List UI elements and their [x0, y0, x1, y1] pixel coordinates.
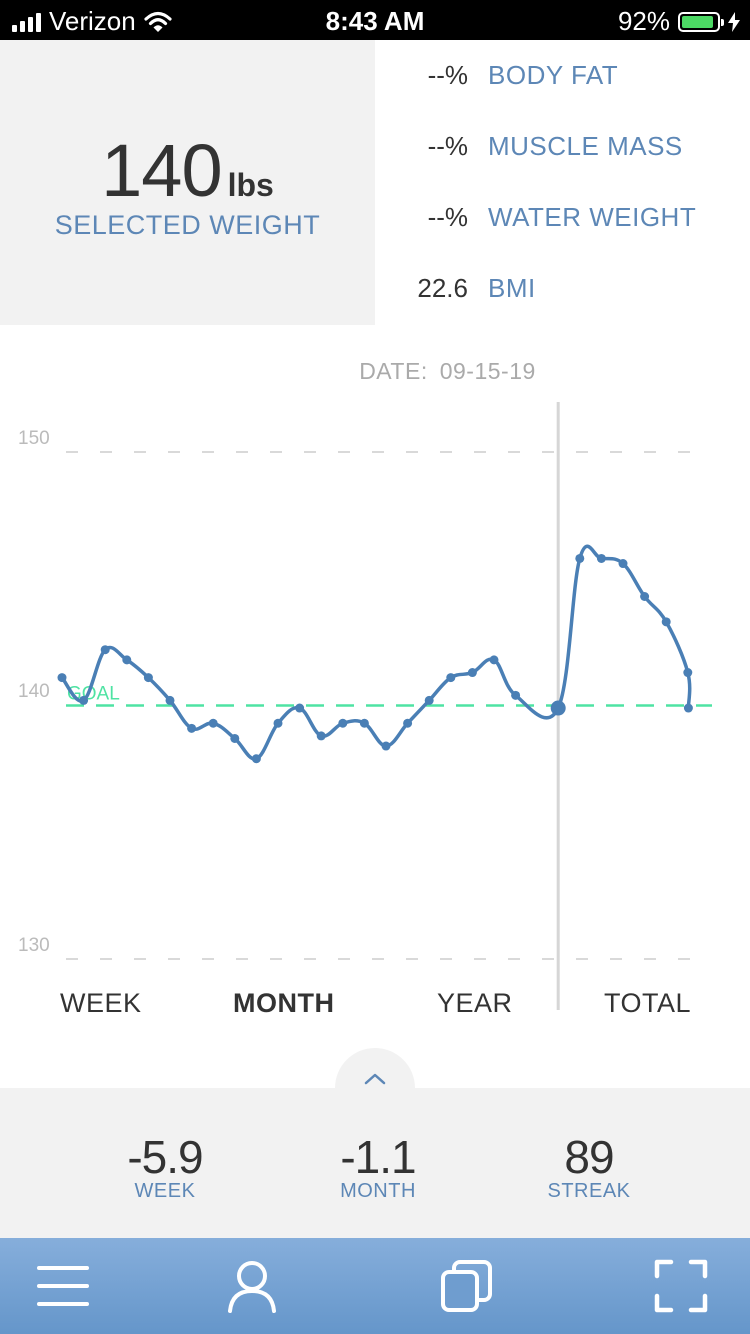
battery-fill	[682, 15, 714, 28]
data-point	[122, 655, 132, 665]
data-point	[683, 703, 693, 713]
data-point	[79, 695, 89, 705]
stat-week: -5.9 WEEK	[55, 1130, 275, 1203]
selected-point	[550, 700, 566, 716]
body-metrics: --% BODY FAT --% MUSCLE MASS --% WATER W…	[375, 40, 750, 325]
data-point	[511, 690, 521, 700]
status-right: 92%	[618, 6, 740, 37]
date-label: DATE:	[359, 358, 428, 384]
charging-icon	[728, 11, 740, 32]
data-point	[381, 741, 391, 751]
metric-value: --%	[427, 60, 468, 90]
stat-label: MONTH	[340, 1180, 416, 1202]
fullscreen-icon[interactable]	[653, 1258, 709, 1314]
metric-label: MUSCLE MASS	[488, 131, 683, 161]
chevron-up-icon	[364, 1073, 386, 1085]
weight-unit: lbs	[227, 167, 274, 203]
stat-label: WEEK	[134, 1180, 196, 1202]
metric-value: 22.6	[417, 273, 468, 303]
range-total[interactable]: TOTAL	[604, 988, 692, 1018]
y-tick-140: 140	[18, 681, 50, 702]
stat-value: 89	[564, 1131, 614, 1183]
range-year[interactable]: YEAR	[437, 988, 513, 1018]
copy-icon[interactable]	[438, 1258, 494, 1314]
stat-value: -1.1	[340, 1131, 416, 1183]
goal-label: GOAL	[67, 684, 120, 705]
data-point	[230, 733, 240, 743]
stat-value: -5.9	[127, 1131, 203, 1183]
status-bar: Verizon 8:43 AM 92%	[0, 0, 750, 40]
range-selector: WEEK MONTH YEAR TOTAL	[0, 988, 750, 1028]
date-value: 09-15-19	[439, 358, 536, 384]
y-tick-130: 130	[18, 935, 50, 956]
metric-label: BMI	[488, 273, 536, 303]
metric-label: WATER WEIGHT	[488, 202, 697, 232]
weight-chart[interactable]: GOAL	[0, 390, 750, 1015]
metric-water-weight: --% WATER WEIGHT	[375, 202, 750, 242]
selected-weight-panel: 140 lbs SELECTED WEIGHT	[0, 40, 375, 325]
data-point	[251, 754, 261, 764]
tab-bar	[0, 1238, 750, 1334]
carrier-name: Verizon	[49, 6, 136, 36]
data-point	[683, 668, 693, 678]
selected-weight-value: 140 lbs	[0, 128, 375, 213]
data-point	[295, 703, 305, 713]
weight-series-line	[60, 544, 692, 761]
profile-icon[interactable]	[224, 1258, 280, 1314]
range-week[interactable]: WEEK	[60, 988, 142, 1018]
data-point	[57, 673, 67, 683]
stat-label: STREAK	[547, 1180, 631, 1202]
data-point	[403, 718, 413, 728]
data-point	[316, 731, 326, 741]
data-point	[143, 673, 153, 683]
weight-number: 140	[101, 129, 222, 212]
data-point	[618, 559, 628, 569]
data-point	[273, 718, 283, 728]
data-point	[446, 673, 456, 683]
data-point	[165, 695, 175, 705]
selected-date: DATE: 09-15-19	[0, 358, 750, 385]
data-point	[640, 591, 650, 601]
data-point	[208, 718, 218, 728]
data-point	[100, 645, 110, 655]
data-point	[661, 617, 671, 627]
stat-streak: 89 STREAK	[479, 1130, 699, 1203]
battery-icon	[678, 11, 724, 32]
data-point	[575, 553, 585, 563]
status-left: Verizon	[12, 6, 172, 37]
stat-month: -1.1 MONTH	[268, 1130, 488, 1203]
signal-icon	[12, 12, 41, 32]
selected-weight-label: SELECTED WEIGHT	[54, 210, 321, 240]
range-month[interactable]: MONTH	[233, 988, 335, 1018]
data-point	[596, 553, 606, 563]
wifi-icon	[144, 11, 172, 32]
data-point	[187, 723, 197, 733]
data-point	[467, 668, 477, 678]
y-tick-150: 150	[18, 428, 50, 449]
data-point	[359, 718, 369, 728]
metric-muscle-mass: --% MUSCLE MASS	[375, 131, 750, 171]
expand-handle[interactable]	[335, 1048, 415, 1128]
menu-icon[interactable]	[35, 1258, 91, 1314]
metric-value: --%	[427, 202, 468, 232]
metric-label: BODY FAT	[488, 60, 619, 90]
data-point	[338, 718, 348, 728]
data-point	[489, 655, 499, 665]
data-point	[424, 695, 434, 705]
battery-percent: 92%	[617, 6, 670, 36]
metric-body-fat: --% BODY FAT	[375, 60, 750, 100]
metric-bmi: 22.6 BMI	[375, 273, 750, 313]
metric-value: --%	[427, 131, 468, 161]
